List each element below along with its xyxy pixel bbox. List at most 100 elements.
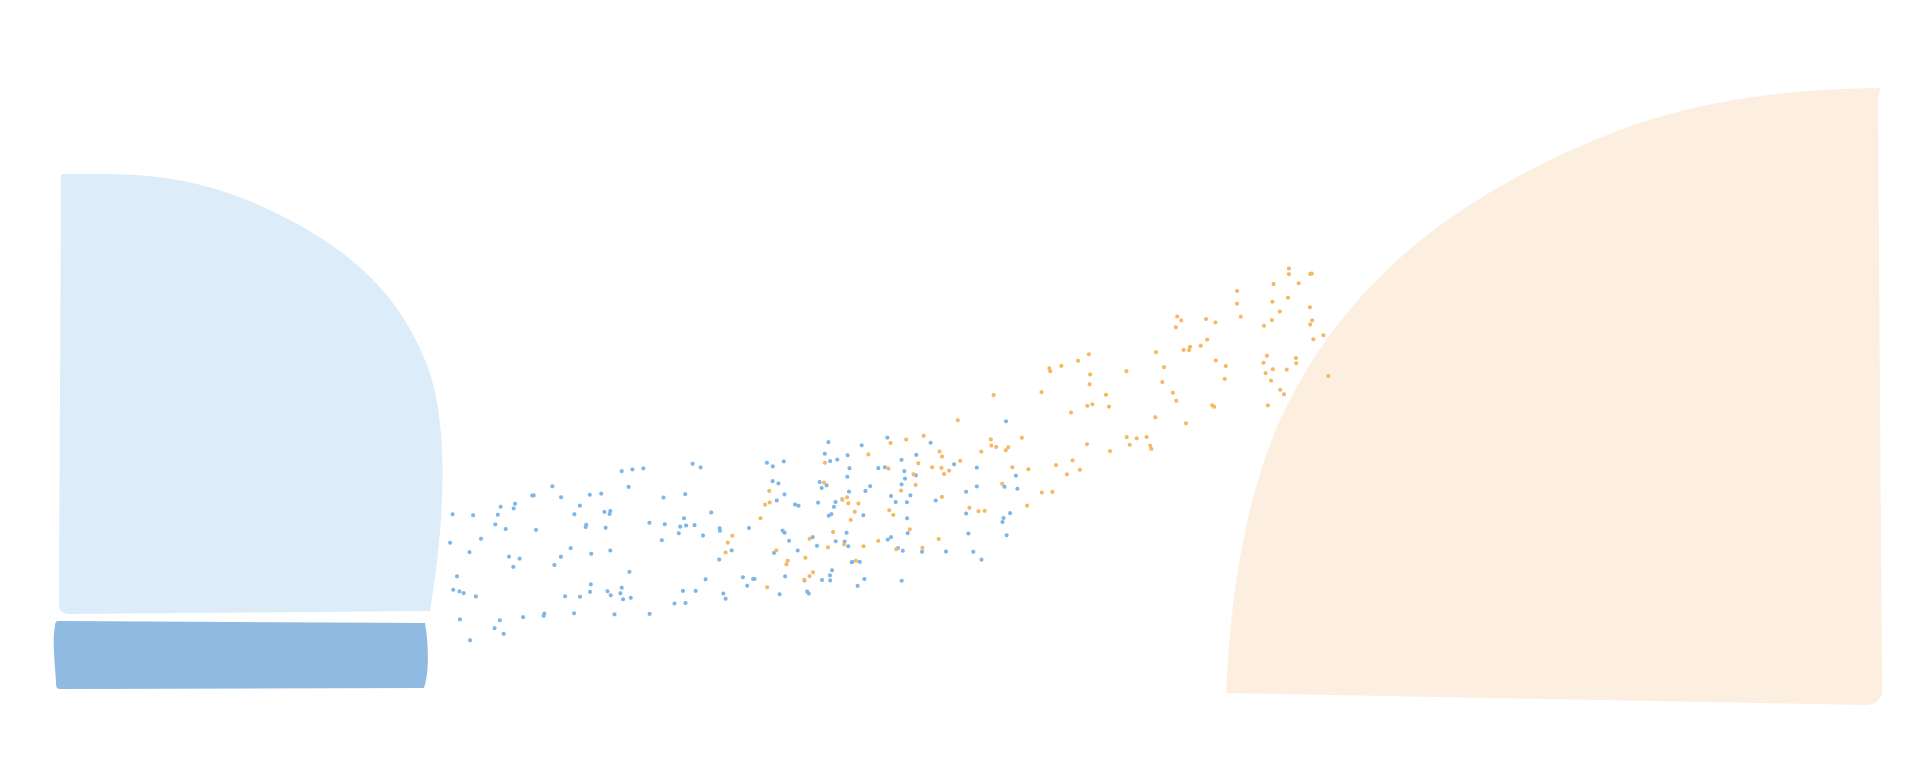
- particle: [621, 597, 626, 602]
- orange-quarter-shape: [1226, 88, 1882, 705]
- blue-base-bar: [53, 621, 428, 689]
- particle: [1048, 369, 1053, 374]
- particle: [683, 492, 688, 497]
- particle: [1085, 442, 1089, 447]
- particle: [451, 587, 456, 592]
- particle: [846, 501, 851, 506]
- particle: [1076, 358, 1081, 363]
- particle: [774, 498, 779, 503]
- particle: [1069, 410, 1073, 415]
- particle: [1278, 387, 1283, 392]
- particle: [718, 528, 722, 533]
- particle: [1270, 367, 1275, 372]
- particle: [911, 472, 916, 477]
- particle: [852, 509, 857, 514]
- particle: [974, 465, 979, 470]
- particle: [795, 548, 800, 553]
- particle: [777, 592, 782, 597]
- particle: [833, 539, 838, 544]
- particle: [1286, 272, 1291, 277]
- particle: [1054, 463, 1058, 468]
- particle: [501, 631, 506, 636]
- particle: [979, 557, 984, 562]
- particle: [856, 501, 861, 506]
- particle: [845, 474, 850, 479]
- particle: [826, 513, 831, 518]
- particle: [955, 418, 960, 423]
- particle: [455, 574, 459, 579]
- particle: [1088, 372, 1093, 377]
- particle: [830, 568, 834, 573]
- particle: [902, 469, 907, 474]
- particle: [723, 550, 728, 555]
- particle: [1170, 390, 1175, 395]
- particle: [498, 504, 503, 509]
- particle: [863, 489, 868, 493]
- particle: [857, 559, 862, 564]
- particle: [1263, 371, 1268, 376]
- particle: [885, 537, 890, 542]
- particle: [747, 526, 751, 530]
- particle: [964, 489, 969, 494]
- particle: [450, 512, 455, 517]
- particle: [1010, 465, 1015, 470]
- particle: [612, 612, 617, 617]
- particle: [787, 538, 792, 543]
- particle: [1282, 392, 1286, 397]
- particle: [1107, 404, 1111, 409]
- particle: [847, 489, 851, 494]
- particle: [1019, 435, 1024, 440]
- particle: [1149, 446, 1154, 451]
- particle: [844, 530, 849, 535]
- particle: [1174, 398, 1179, 403]
- particle: [1296, 281, 1301, 286]
- particle: [764, 460, 769, 465]
- particle: [1108, 449, 1112, 454]
- particle: [1213, 358, 1218, 363]
- particle: [1265, 403, 1270, 408]
- particle: [828, 578, 833, 583]
- particle: [979, 449, 984, 454]
- particle: [471, 513, 476, 518]
- particle: [784, 562, 789, 567]
- particle: [530, 493, 535, 498]
- particle: [796, 503, 801, 508]
- particle: [833, 500, 838, 504]
- particle: [692, 523, 697, 528]
- particle: [1181, 347, 1186, 352]
- particle: [826, 545, 830, 550]
- particle: [448, 540, 453, 545]
- particle: [1003, 448, 1008, 453]
- particle: [944, 549, 948, 554]
- particle: [1175, 314, 1180, 319]
- particle: [964, 511, 969, 516]
- particle: [507, 554, 511, 559]
- particle: [876, 538, 881, 543]
- blue-quarter-shape: [59, 174, 443, 614]
- particle: [763, 502, 768, 507]
- particle: [810, 535, 815, 540]
- particle: [868, 484, 873, 489]
- particle: [782, 530, 787, 535]
- particle: [933, 498, 938, 503]
- particle: [1025, 503, 1030, 508]
- particle: [511, 564, 516, 569]
- particle: [467, 550, 472, 555]
- particle: [589, 551, 594, 556]
- particle: [1286, 266, 1291, 271]
- particle: [882, 465, 887, 470]
- particle: [903, 476, 907, 481]
- particle: [1223, 364, 1228, 368]
- particle: [904, 500, 909, 505]
- particle: [603, 525, 608, 530]
- particle: [698, 465, 703, 470]
- particle: [817, 480, 822, 484]
- particle: [1026, 467, 1031, 472]
- particle: [891, 512, 896, 517]
- particle: [587, 492, 592, 497]
- particle: [1269, 318, 1274, 323]
- particle: [893, 500, 898, 504]
- particle: [937, 449, 942, 454]
- particle: [846, 544, 851, 549]
